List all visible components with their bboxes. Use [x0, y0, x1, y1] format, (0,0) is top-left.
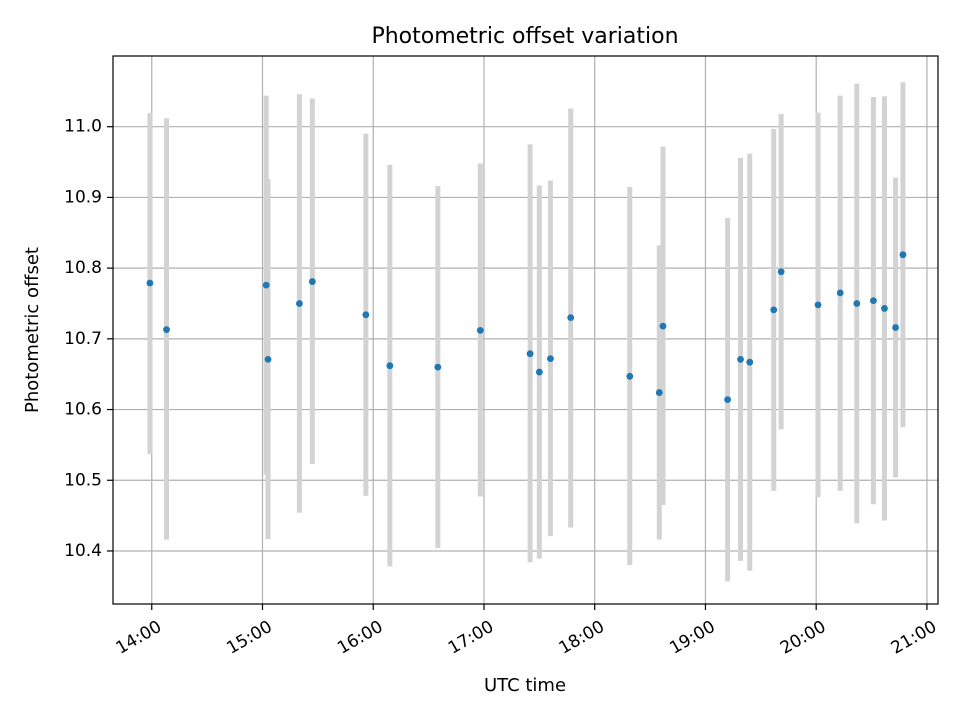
- data-point: [881, 305, 888, 312]
- plot-area: [113, 56, 938, 604]
- y-tick-label: 11.0: [64, 117, 102, 137]
- y-tick-label: 10.6: [64, 400, 102, 420]
- data-point: [535, 368, 543, 376]
- data-point: [163, 326, 170, 334]
- data-point: [264, 355, 272, 363]
- data-point: [836, 289, 844, 297]
- grid: [113, 56, 938, 604]
- data-point: [892, 324, 899, 331]
- data-point: [777, 268, 785, 276]
- y-tick-label: 10.5: [64, 470, 102, 490]
- plot-frame: [112, 55, 939, 605]
- data-point: [655, 389, 663, 396]
- data-point: [476, 326, 484, 334]
- y-tick-label: 10.9: [64, 187, 102, 207]
- data-point: [746, 358, 754, 366]
- data-point: [146, 279, 154, 287]
- data-point: [547, 355, 554, 363]
- data-point: [724, 396, 731, 404]
- chart-title: Photometric offset variation: [371, 24, 678, 49]
- data-point: [434, 363, 442, 371]
- y-axis-ticks: 10.4 10.5 10.6 10.7 10.8 10.9 11.0: [64, 117, 113, 561]
- data-point: [567, 314, 575, 322]
- data-point: [659, 322, 667, 330]
- y-tick-label: 10.8: [64, 258, 102, 278]
- data-point: [308, 278, 316, 285]
- data-points: [146, 251, 907, 404]
- data-point: [814, 301, 822, 309]
- data-point: [626, 372, 634, 380]
- data-point: [770, 306, 778, 314]
- data-point: [870, 297, 877, 305]
- y-tick-label: 10.4: [64, 541, 102, 561]
- data-point: [853, 300, 861, 307]
- data-point: [386, 362, 394, 370]
- data-point: [296, 300, 303, 307]
- data-point: [737, 355, 744, 363]
- y-axis-label: Photometric offset: [22, 247, 43, 413]
- data-point: [262, 281, 270, 289]
- data-point: [526, 350, 534, 358]
- data-point: [899, 251, 907, 259]
- x-axis-label: UTC time: [484, 675, 566, 696]
- data-point: [362, 311, 370, 319]
- y-tick-label: 10.7: [64, 329, 102, 349]
